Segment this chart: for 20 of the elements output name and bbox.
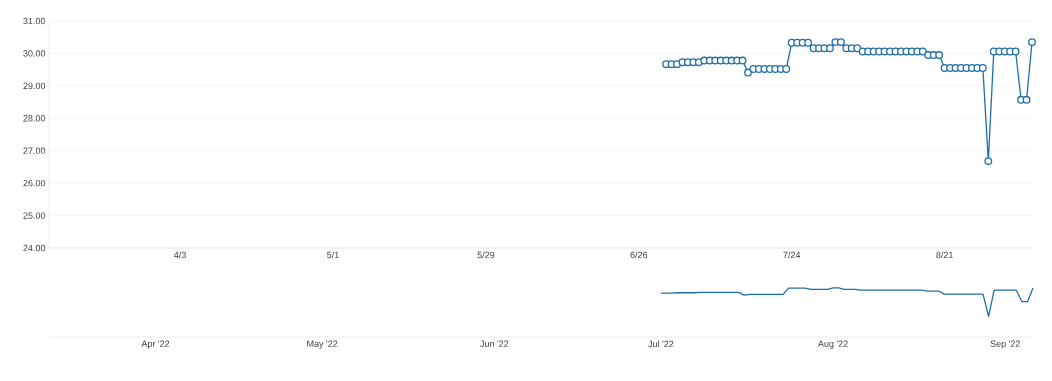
x-tick-label: Apr '22 [141,340,170,349]
x-tick-label: 5/29 [477,251,495,259]
y-tick-label: 30.00 [23,50,46,57]
x-tick-label: 8/21 [936,251,953,259]
y-tick-label: 27.00 [23,147,46,154]
y-tick-label: 28.00 [23,115,46,122]
x-tick-label: May '22 [307,340,338,349]
x-tick-label: 7/24 [783,251,801,259]
x-tick-label: 6/26 [630,251,648,259]
x-tick-label: Sep '22 [990,340,1020,349]
x-tick-label: 5/1 [327,251,339,259]
y-tick-label: 24.00 [23,244,46,252]
y-tick-label: 31.00 [23,17,46,25]
x-tick-label: 4/3 [174,251,186,259]
y-tick-label: 29.00 [23,82,46,90]
x-tick-label: Jul '22 [648,340,674,348]
x-tick-label: Aug '22 [817,340,848,349]
x-tick-label: Jun '22 [480,340,509,347]
y-tick-label: 25.00 [23,212,46,219]
y-tick-label: 26.00 [23,179,46,187]
